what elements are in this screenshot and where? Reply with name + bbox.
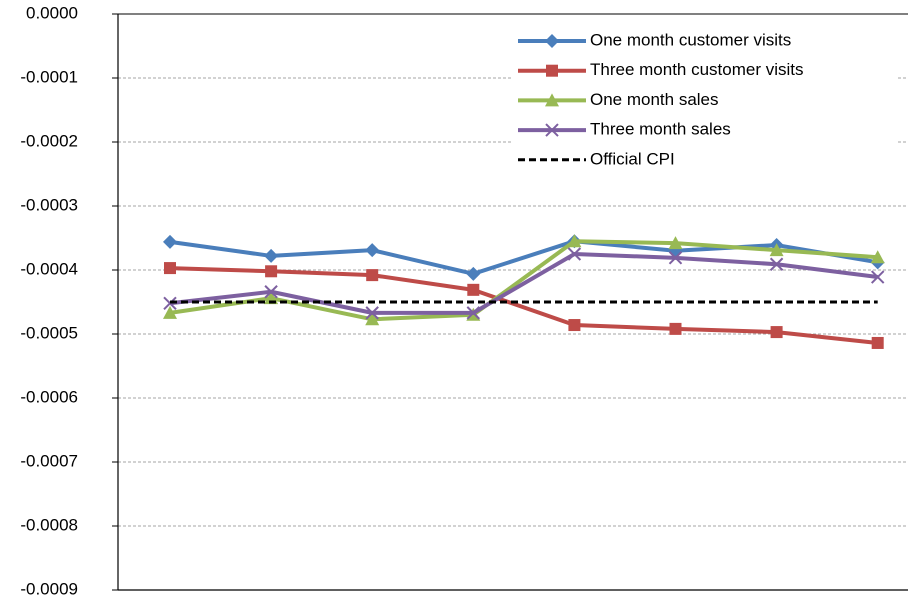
series-line xyxy=(169,266,878,345)
marker xyxy=(568,319,581,332)
marker xyxy=(264,285,278,299)
y-tick-label: -0.0002 xyxy=(20,131,78,150)
y-tick-label: -0.0005 xyxy=(20,323,78,342)
y-tick-label: -0.0001 xyxy=(20,67,78,86)
y-tick-label: -0.0007 xyxy=(20,451,78,470)
legend-label: Official CPI xyxy=(590,149,675,168)
marker xyxy=(365,312,380,326)
y-tick-label: -0.0004 xyxy=(20,259,78,278)
marker xyxy=(164,262,176,275)
marker xyxy=(668,236,683,250)
marker xyxy=(769,243,784,257)
legend-label: One month sales xyxy=(590,90,719,109)
marker xyxy=(870,270,885,284)
marker xyxy=(668,251,683,265)
y-tick-label: -0.0003 xyxy=(20,195,78,214)
plot xyxy=(163,234,885,349)
marker xyxy=(546,64,558,77)
legend-box xyxy=(512,26,897,184)
marker xyxy=(466,266,481,281)
marker xyxy=(870,250,885,264)
marker xyxy=(545,34,559,48)
legend-label: One month customer visits xyxy=(590,30,791,49)
marker xyxy=(264,248,279,263)
marker xyxy=(467,283,480,296)
y-tick-label: 0.0000 xyxy=(26,3,78,22)
marker xyxy=(265,265,278,278)
marker xyxy=(769,257,784,271)
marker xyxy=(545,123,559,137)
marker xyxy=(163,234,177,249)
marker xyxy=(770,326,783,339)
marker xyxy=(163,305,177,319)
legend-label: Three month customer visits xyxy=(590,60,804,79)
marker xyxy=(871,336,884,349)
marker xyxy=(567,234,582,248)
y-tick-label: -0.0006 xyxy=(20,387,78,406)
series-line xyxy=(169,239,878,322)
marker xyxy=(567,247,582,261)
y-tick-label: -0.0008 xyxy=(20,515,78,534)
series-line xyxy=(169,239,879,276)
marker xyxy=(545,93,559,107)
y-tick-label: -0.0009 xyxy=(20,579,78,598)
series-line xyxy=(169,252,878,315)
marker xyxy=(366,269,379,282)
marker xyxy=(365,243,380,258)
marker xyxy=(669,322,682,335)
legend-label: Three month sales xyxy=(590,120,731,139)
marker xyxy=(365,306,379,320)
marker xyxy=(466,306,481,320)
